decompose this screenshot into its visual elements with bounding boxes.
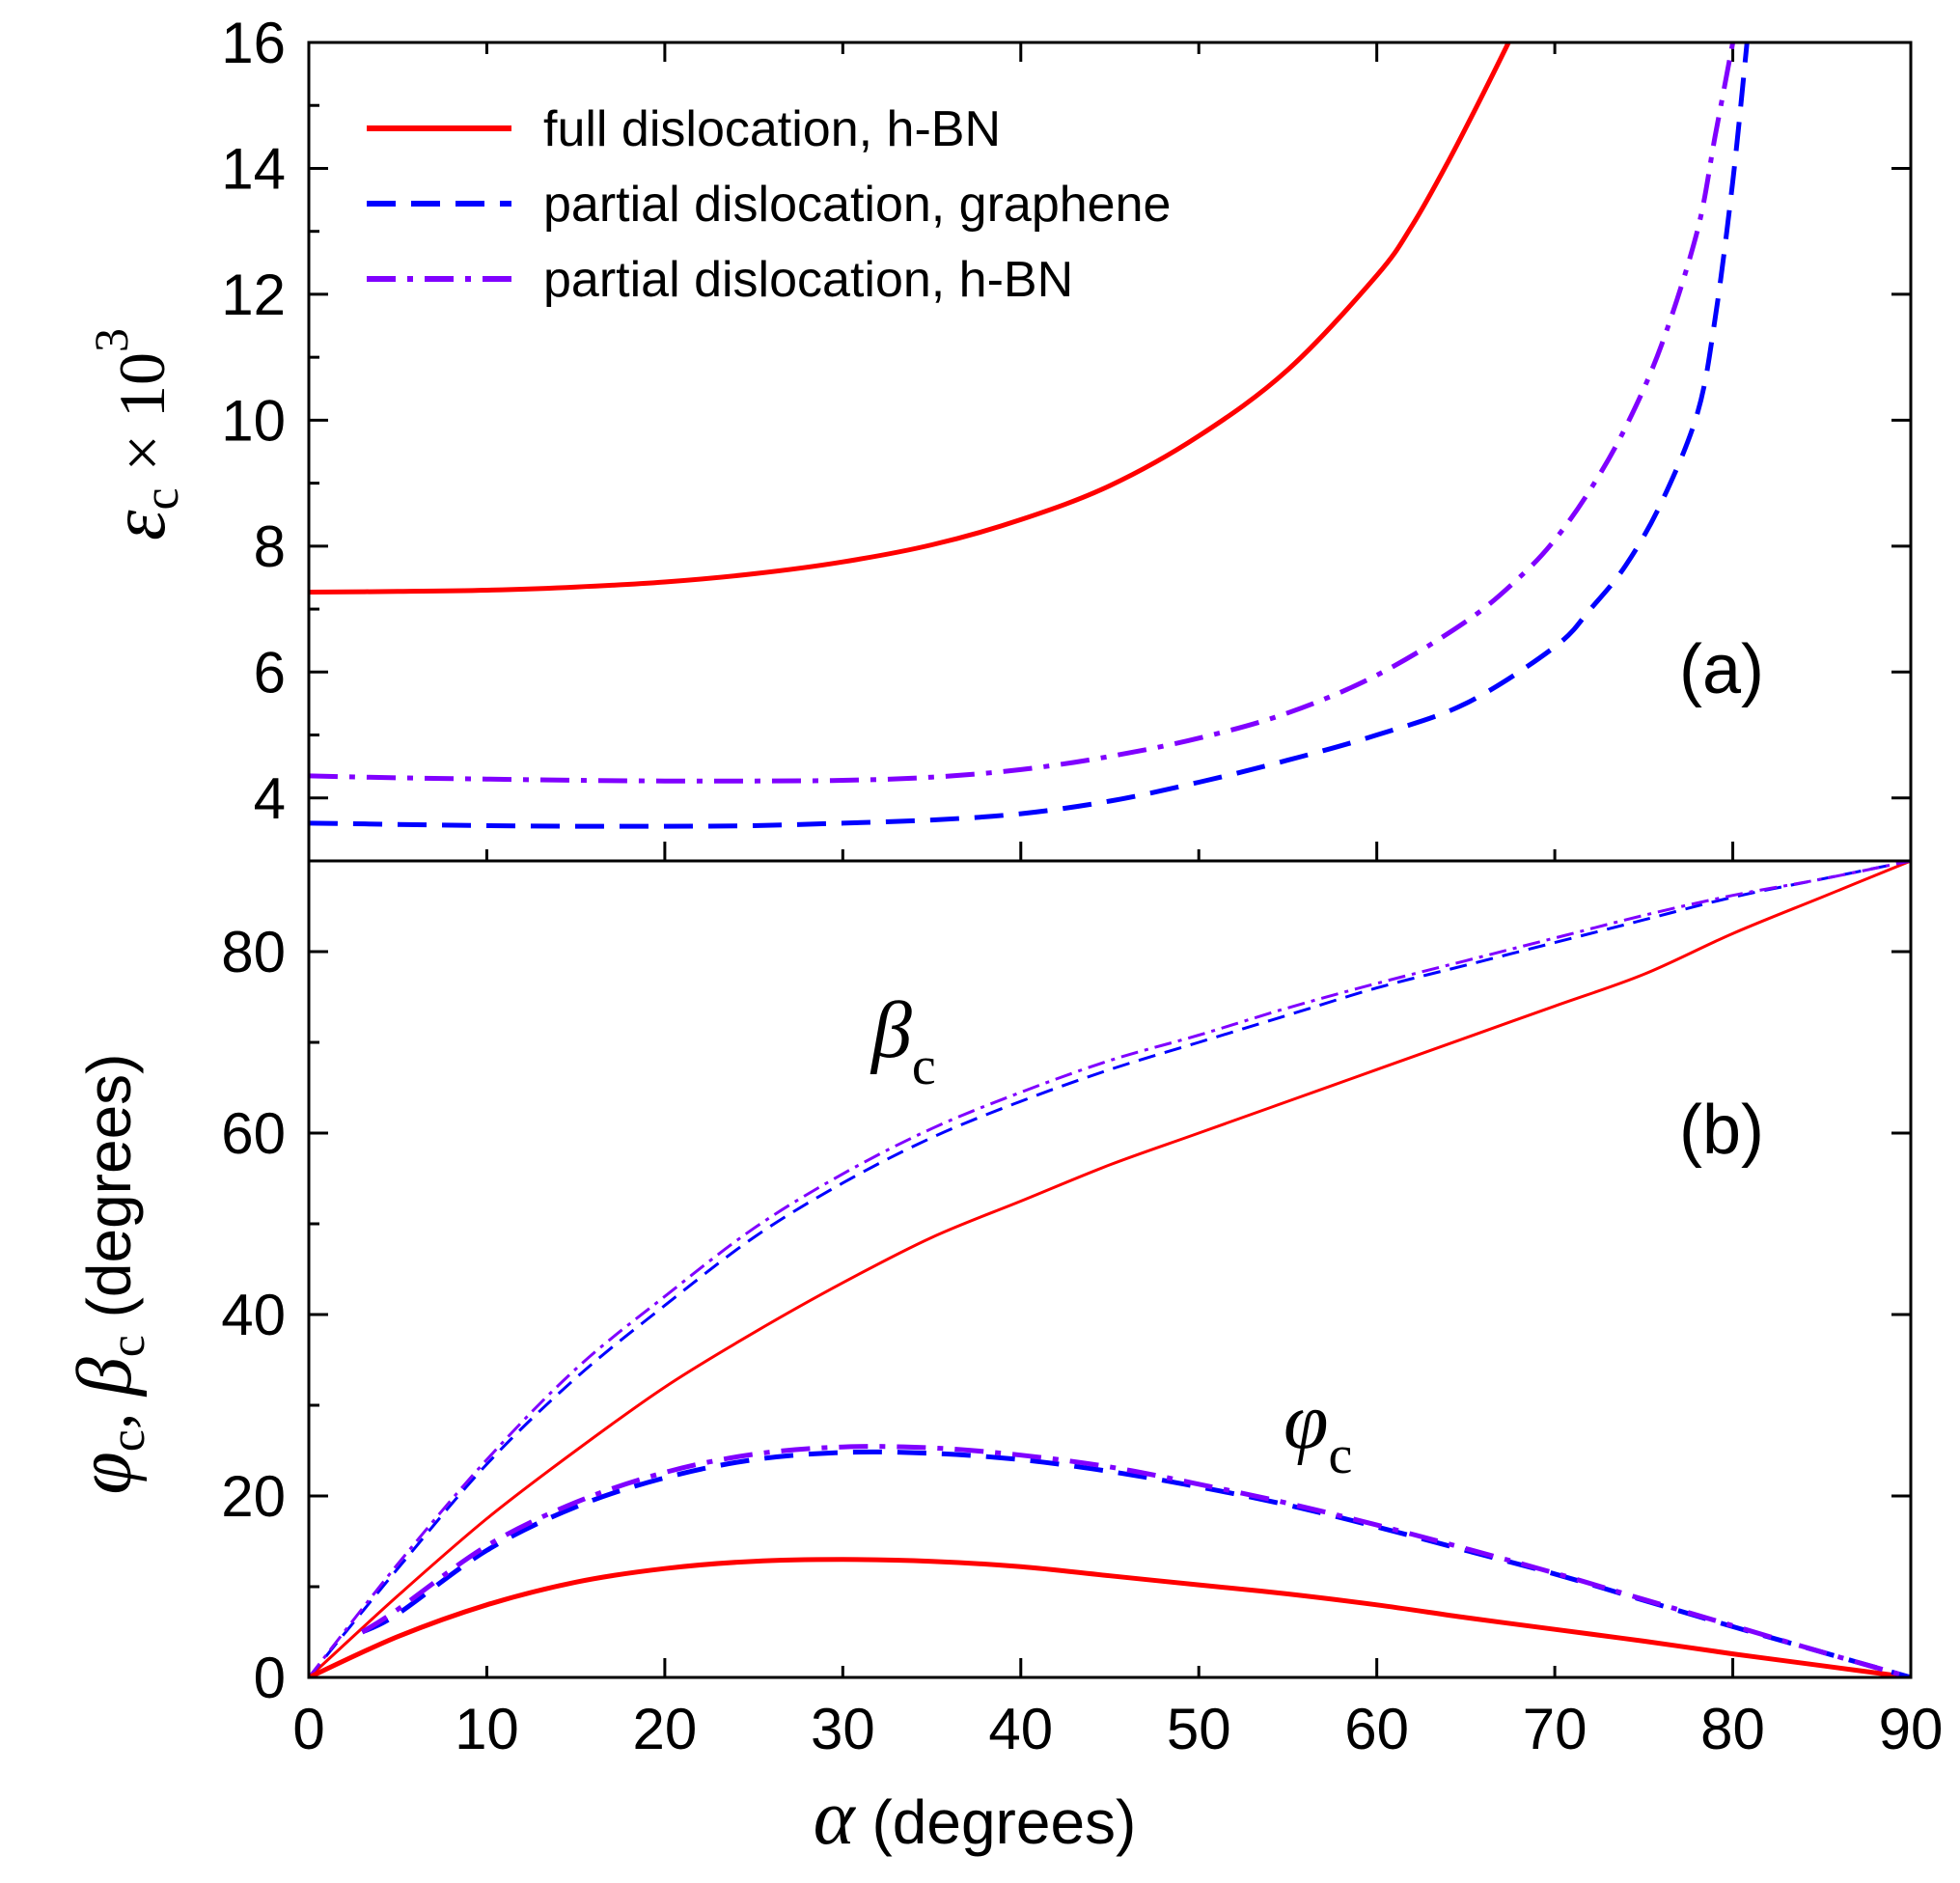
panel-a-ytick-label: 6 [254, 640, 286, 705]
epsilon-symbol: ε [97, 510, 181, 540]
panel-a-tag: (a) [1679, 631, 1764, 708]
panel-b-ytick-label: 20 [221, 1464, 286, 1529]
panel-a-ytick-label: 8 [254, 514, 286, 579]
series-line-phi_hbn [360, 1444, 1911, 1677]
x-tick-label: 10 [455, 1697, 519, 1761]
panel-b-ytick-label: 80 [221, 920, 286, 984]
annotation-phi-c: φc [1284, 1376, 1352, 1485]
panel-a-ytick-label: 10 [221, 388, 286, 453]
x-tick-label: 30 [811, 1697, 875, 1761]
x-tick-label: 0 [292, 1697, 324, 1761]
annotation-beta-symbol: β [870, 985, 912, 1075]
x-tick-label: 40 [988, 1697, 1053, 1761]
panel-a-curves [309, 42, 1750, 829]
series-line-beta_graphene [309, 861, 1911, 1677]
x-tick-label: 20 [633, 1697, 698, 1761]
series-line-partial_graphene [309, 42, 1750, 829]
x-tick-label: 50 [1167, 1697, 1231, 1761]
series-line-full [309, 42, 1511, 595]
annotation-beta-subscript: c [912, 1037, 936, 1096]
x-tick-label: 90 [1879, 1697, 1944, 1761]
panel-a-ytick-label: 14 [221, 136, 286, 201]
panel-b-y-axis-title: φc, βc (degrees) [63, 1054, 155, 1495]
x-tick-label: 60 [1344, 1697, 1409, 1761]
alpha-symbol: α [814, 1773, 857, 1861]
panel-b-curves [309, 861, 1911, 1677]
panel-a: 4 6 8 10 12 14 16 εc × 103 full dislocation, h… [84, 11, 1913, 863]
x-tick-label: 80 [1700, 1697, 1765, 1761]
x-title-units: (degrees) [855, 1787, 1137, 1857]
panel-b-frame [307, 859, 1913, 1679]
panel-b-ytick-label: 60 [221, 1101, 286, 1166]
phi-subscript: c [100, 1429, 155, 1452]
panel-b-ytick-label: 0 [254, 1646, 286, 1710]
panel-b-ytick-label: 40 [221, 1283, 286, 1347]
y-title-superscript: 3 [84, 328, 138, 352]
x-axis-title: α (degrees) [814, 1773, 1137, 1861]
epsilon-subscript: c [134, 487, 189, 510]
panel-b-tag: (b) [1679, 1092, 1764, 1169]
legend-label-partial-hbn: partial dislocation, h-BN [543, 252, 1073, 308]
panel-a-ytick-label: 4 [254, 766, 286, 831]
series-line-beta_hbn [309, 861, 1911, 1677]
legend: full dislocation, h-BN partial dislocati… [367, 101, 1171, 308]
annotation-beta-c: βc [870, 985, 936, 1096]
legend-label-full: full dislocation, h-BN [543, 101, 1001, 157]
panel-a-ytick-label: 12 [221, 263, 286, 327]
panel-a-ytick-label: 16 [221, 11, 286, 75]
beta-subscript: c [100, 1335, 155, 1357]
phi-symbol: φ [63, 1452, 148, 1494]
series-line-beta_full [309, 861, 1911, 1677]
x-tick-label: 70 [1523, 1697, 1587, 1761]
panel-a-tick-labels: 4 6 8 10 12 14 16 [221, 11, 286, 831]
y-title-comma: , [71, 1396, 146, 1429]
annotation-phi-subscript: c [1328, 1426, 1352, 1485]
panel-a-y-axis-title: εc × 103 [84, 328, 189, 540]
y-title-multiplier: × 10 [105, 352, 179, 487]
panel-b-tick-labels: 0 20 40 60 80 0 10 20 30 40 50 60 70 80 90 [221, 920, 1943, 1761]
series-line-partial_hbn [309, 42, 1736, 784]
beta-symbol: β [63, 1357, 148, 1398]
annotation-phi-symbol: φ [1284, 1376, 1328, 1466]
series-line-phi_full [309, 1557, 1911, 1677]
y-title-units: (degrees) [74, 1054, 144, 1336]
legend-label-partial-graphene: partial dislocation, graphene [543, 177, 1171, 233]
